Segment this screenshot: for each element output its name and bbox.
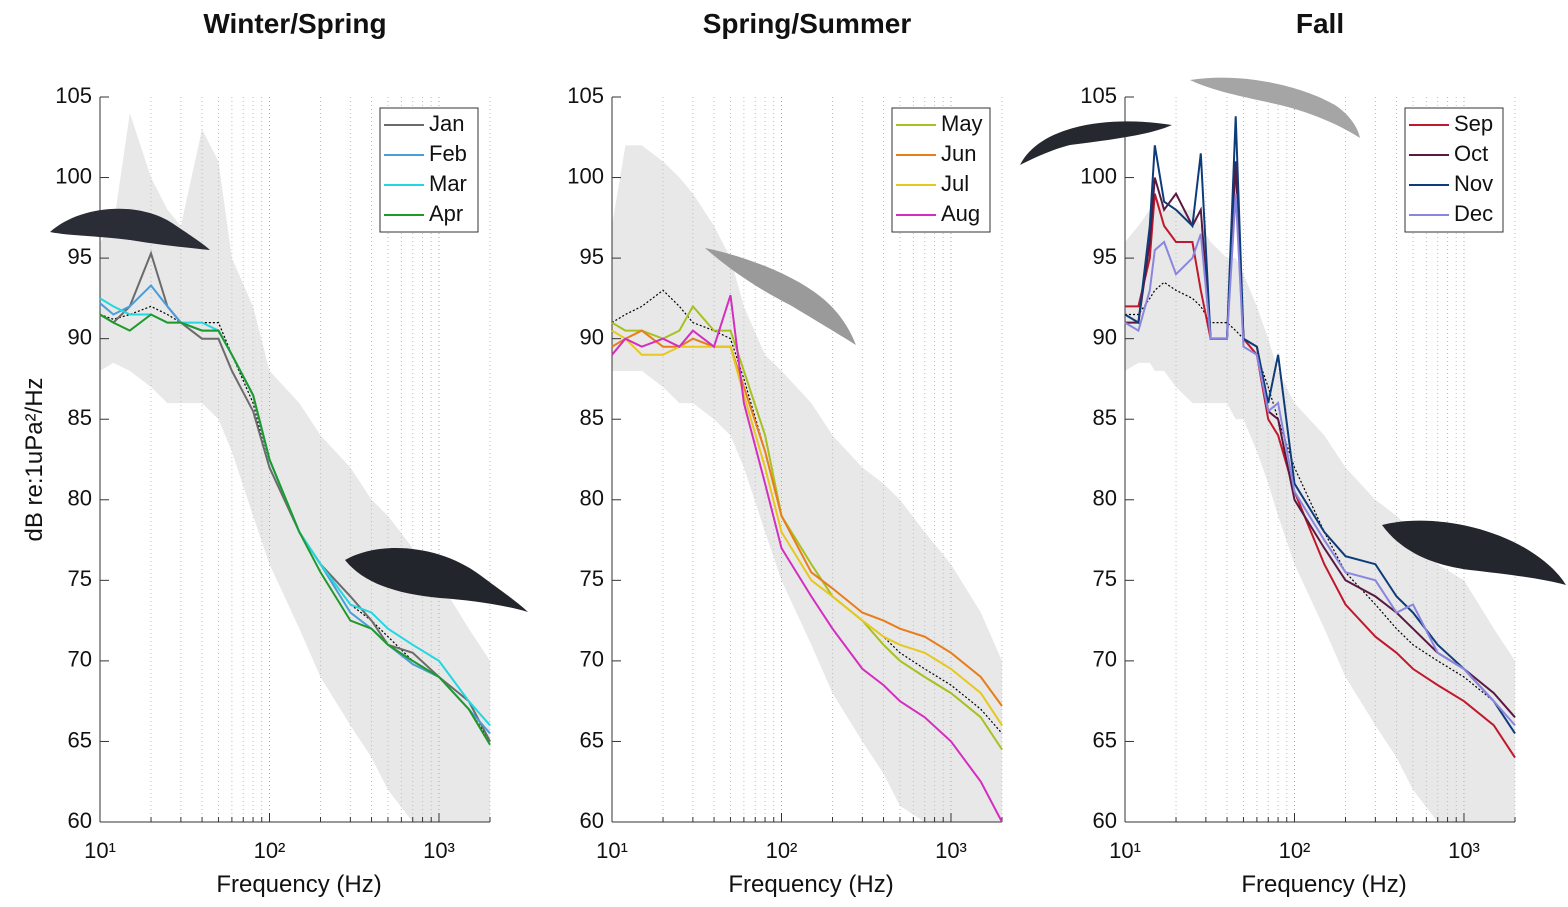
legend: Sep Oct Nov Dec <box>1404 107 1504 233</box>
y-tick-label: 90 <box>580 324 604 349</box>
legend-label: Aug <box>941 201 980 226</box>
series-line <box>99 313 491 746</box>
y-tick-label: 70 <box>580 647 604 672</box>
y-tick-label: 90 <box>1093 324 1117 349</box>
y-tick-label: 65 <box>1093 727 1117 752</box>
legend-label: Sep <box>1454 111 1493 136</box>
y-tick-label: 100 <box>55 163 92 188</box>
y-tick-label: 60 <box>580 808 604 833</box>
legend-label: Nov <box>1454 171 1493 196</box>
x-tick-label: 10¹ <box>84 838 116 863</box>
y-tick-label: 105 <box>1080 83 1117 108</box>
percentile-band <box>1125 193 1515 822</box>
y-tick-label: 85 <box>68 405 92 430</box>
y-tick-label: 75 <box>68 566 92 591</box>
legend-label: Apr <box>429 201 463 226</box>
series-line <box>611 329 1003 726</box>
whale-illustration <box>345 548 528 612</box>
x-tick-label: 10¹ <box>1109 838 1141 863</box>
chart-title: Fall <box>1296 8 1344 39</box>
legend-label: Feb <box>429 141 467 166</box>
legend: May Jun Jul Aug <box>891 107 991 233</box>
percentile-band <box>612 145 1002 823</box>
y-tick-label: 60 <box>68 808 92 833</box>
whale-illustrations <box>50 77 1566 612</box>
y-axis-label: dB re:1uPa²/Hz <box>21 377 48 541</box>
x-tick-label: 10³ <box>935 838 967 863</box>
x-tick-label: 10³ <box>423 838 455 863</box>
whale-illustration <box>1190 77 1360 138</box>
reference-line <box>99 305 491 742</box>
x-axis-label: Frequency (Hz) <box>216 871 381 898</box>
whale-illustration <box>1020 121 1172 165</box>
series-line <box>611 294 1003 823</box>
series-line <box>611 304 1003 751</box>
x-axis-label: Frequency (Hz) <box>728 871 893 898</box>
y-tick-label: 70 <box>1093 647 1117 672</box>
y-tick-label: 90 <box>68 324 92 349</box>
series-line <box>99 250 491 742</box>
y-tick-label: 75 <box>1093 566 1117 591</box>
legend-label: Jun <box>941 141 976 166</box>
y-tick-label: 80 <box>580 486 604 511</box>
y-tick-label: 105 <box>567 83 604 108</box>
y-tick-label: 105 <box>55 83 92 108</box>
legend-box <box>379 107 479 233</box>
y-tick-label: 85 <box>1093 405 1117 430</box>
legend-label: Oct <box>1454 141 1488 166</box>
reference-line <box>1125 281 1516 734</box>
legend-label: Jul <box>941 171 969 196</box>
chart-title: Winter/Spring <box>203 8 386 39</box>
panel: 10¹ 10² 10³ 60 65 70 75 80 85 90 95 100 105 May Jun Jul… <box>567 8 1003 898</box>
y-tick-label: 75 <box>580 566 604 591</box>
series-line <box>1124 193 1516 726</box>
legend-label: Dec <box>1454 201 1493 226</box>
y-tick-label: 85 <box>580 405 604 430</box>
x-tick-label: 10² <box>254 838 286 863</box>
percentile-band <box>100 113 490 823</box>
x-tick-label: 10² <box>1279 838 1311 863</box>
y-tick-label: 100 <box>567 163 604 188</box>
legend-box <box>1404 107 1504 233</box>
x-axis-label: Frequency (Hz) <box>1241 871 1406 898</box>
y-tick-label: 95 <box>580 244 604 269</box>
y-tick-label: 60 <box>1093 808 1117 833</box>
legend-label: Mar <box>429 171 467 196</box>
legend-label: May <box>941 111 983 136</box>
series-line <box>1124 116 1516 734</box>
legend: Jan Feb Mar Apr <box>379 107 479 233</box>
whale-illustration <box>1382 520 1566 585</box>
y-tick-label: 95 <box>68 244 92 269</box>
x-tick-label: 10² <box>766 838 798 863</box>
y-tick-label: 70 <box>68 647 92 672</box>
series-line <box>611 329 1003 707</box>
x-tick-label: 10¹ <box>596 838 628 863</box>
legend-label: Jan <box>429 111 464 136</box>
panel: 10¹ 10² 10³ 60 65 70 75 80 85 90 95 100 105 Jan Feb Mar… <box>21 8 491 898</box>
panel: 10¹ 10² 10³ 60 65 70 75 80 85 90 95 100 105 Sep Oct Nov… <box>1080 8 1516 898</box>
y-tick-label: 100 <box>1080 163 1117 188</box>
y-tick-label: 65 <box>68 727 92 752</box>
y-tick-label: 80 <box>1093 486 1117 511</box>
y-tick-label: 95 <box>1093 244 1117 269</box>
x-tick-label: 10³ <box>1448 838 1480 863</box>
whale-illustration <box>50 208 210 250</box>
whale-illustration <box>705 248 856 345</box>
y-tick-label: 65 <box>580 727 604 752</box>
y-tick-label: 80 <box>68 486 92 511</box>
chart-title: Spring/Summer <box>703 8 912 39</box>
legend-box <box>891 107 991 233</box>
